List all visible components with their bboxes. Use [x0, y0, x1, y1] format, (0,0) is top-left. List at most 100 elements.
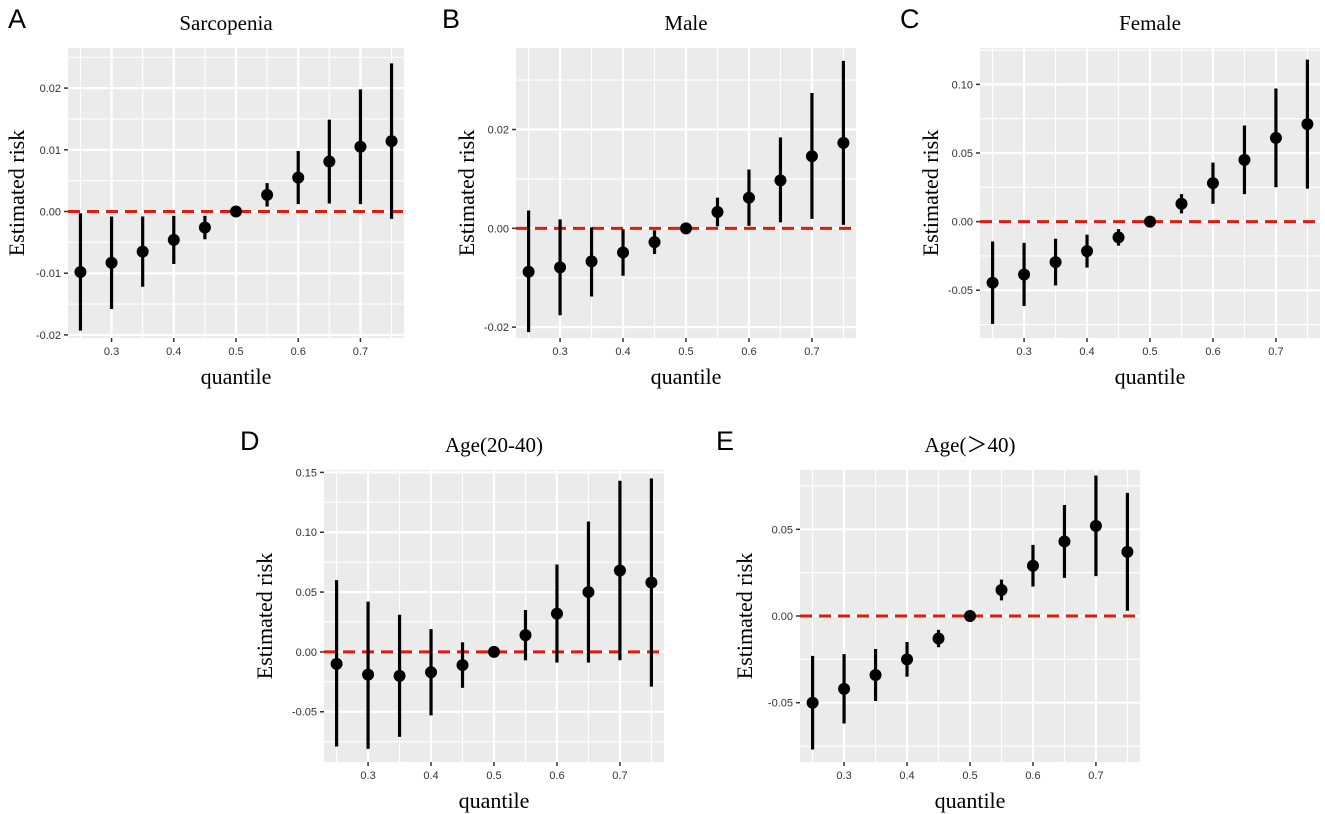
y-axis-label: Estimated risk — [918, 130, 943, 256]
y-tick-label: 0.00 — [296, 647, 317, 659]
point-estimate — [1081, 245, 1094, 258]
x-axis-label: quantile — [651, 364, 722, 389]
point-estimate — [425, 666, 438, 679]
point-estimate — [964, 610, 976, 622]
point-estimate — [1049, 256, 1062, 269]
point-estimate — [742, 191, 755, 204]
panel-letter: D — [240, 426, 260, 456]
y-tick-label: 0.00 — [772, 611, 793, 623]
point-estimate — [519, 629, 532, 642]
point-estimate — [806, 696, 819, 709]
point-estimate — [488, 645, 500, 658]
point-estimate — [261, 188, 274, 201]
point-estimate — [554, 261, 567, 274]
x-tick-label: 0.6 — [1205, 346, 1220, 358]
point-estimate — [198, 221, 211, 234]
point-estimate — [995, 583, 1008, 596]
point-estimate — [230, 205, 242, 218]
x-tick-label: 0.4 — [1079, 346, 1094, 358]
panel-b: 0.3 0.4 0.5 0.6 0.7 -0.02 0.00 0.02 B Male quantil… — [442, 4, 856, 389]
point-estimate — [456, 659, 469, 672]
panel-title: Sarcopenia — [179, 11, 273, 35]
point-estimate — [645, 576, 658, 589]
y-tick-label: 0.00 — [952, 217, 973, 229]
x-tick-label: 0.5 — [486, 770, 501, 782]
x-tick-label: 0.4 — [423, 770, 438, 782]
point-estimate — [1269, 131, 1282, 144]
y-tick-label: -0.05 — [768, 698, 793, 710]
y-tick-label: -0.05 — [948, 285, 973, 297]
x-tick-label: 0.5 — [678, 346, 693, 358]
y-tick-label: 0.10 — [296, 527, 317, 539]
panel-title: Female — [1119, 11, 1181, 35]
panel-title: Age(20-40) — [445, 433, 543, 457]
panel-c: 0.3 0.4 0.5 0.6 0.7 -0.05 0.00 0.05 0.10 C Female q… — [900, 4, 1320, 389]
y-axis-label: Estimated risk — [732, 553, 757, 679]
point-estimate — [1144, 215, 1156, 228]
point-estimate — [1089, 519, 1102, 532]
point-estimate — [330, 657, 343, 670]
x-tick-label: 0.6 — [549, 770, 564, 782]
panel-letter: A — [8, 4, 26, 34]
x-tick-label: 0.3 — [836, 770, 851, 782]
point-estimate — [869, 668, 882, 681]
panel-title: Age(＞40) — [925, 433, 1016, 457]
point-estimate — [613, 564, 626, 577]
panel-letter: C — [900, 4, 920, 34]
panel-letter: E — [716, 426, 734, 456]
point-estimate — [105, 256, 118, 269]
x-tick-label: 0.3 — [552, 346, 567, 358]
x-tick-label: 0.4 — [899, 770, 914, 782]
panel-letter: B — [442, 4, 460, 34]
x-tick-label: 0.3 — [104, 346, 119, 358]
point-estimate — [74, 265, 87, 278]
y-tick-label: 0.05 — [952, 148, 973, 160]
x-axis-label: quantile — [1115, 364, 1186, 389]
x-tick-label: 0.7 — [353, 346, 368, 358]
point-estimate — [1112, 231, 1125, 244]
x-tick-label: 0.7 — [1268, 346, 1283, 358]
point-estimate — [617, 246, 630, 259]
point-estimate — [136, 245, 149, 258]
x-tick-label: 0.6 — [291, 346, 306, 358]
point-estimate — [522, 265, 535, 278]
point-estimate — [1018, 268, 1031, 281]
y-axis-label: Estimated risk — [454, 130, 479, 256]
x-tick-label: 0.3 — [360, 770, 375, 782]
panel-d: 0.3 0.4 0.5 0.6 0.7 -0.05 0.00 0.05 0.10 0.15 D Age… — [240, 426, 664, 813]
x-axis-label: quantile — [935, 788, 1006, 813]
point-estimate — [385, 135, 398, 148]
y-tick-label: 0.10 — [952, 79, 973, 91]
point-estimate — [1058, 535, 1071, 548]
point-estimate — [805, 150, 818, 163]
point-estimate — [711, 206, 724, 219]
x-tick-label: 0.7 — [612, 770, 627, 782]
point-estimate — [1206, 177, 1219, 190]
x-tick-label: 0.7 — [1088, 770, 1103, 782]
x-tick-label: 0.5 — [1142, 346, 1157, 358]
x-tick-label: 0.7 — [804, 346, 819, 358]
point-estimate — [648, 236, 661, 249]
y-tick-label: -0.01 — [36, 268, 61, 280]
point-estimate — [1121, 545, 1134, 558]
point-estimate — [932, 632, 945, 645]
y-tick-label: -0.05 — [292, 707, 317, 719]
point-estimate — [837, 136, 850, 149]
x-tick-label: 0.5 — [228, 346, 243, 358]
point-estimate — [774, 174, 787, 187]
panel-a: 0.3 0.4 0.5 0.6 0.7 -0.02 -0.01 0.00 0.01 0.02 A Sa… — [4, 4, 404, 389]
y-tick-label: 0.02 — [488, 125, 509, 137]
point-estimate — [362, 668, 375, 681]
point-estimate — [585, 255, 598, 268]
point-estimate — [1238, 153, 1251, 166]
panel-e: 0.3 0.4 0.5 0.6 0.7 -0.05 0.00 0.05 E Age(＞40) qua… — [716, 426, 1140, 813]
point-estimate — [838, 682, 851, 695]
point-estimate — [550, 607, 563, 620]
y-tick-label: 0.00 — [488, 223, 509, 235]
point-estimate — [167, 233, 180, 246]
y-tick-label: -0.02 — [36, 330, 61, 342]
x-axis-label: quantile — [201, 364, 272, 389]
point-estimate — [323, 155, 336, 168]
x-tick-label: 0.4 — [615, 346, 630, 358]
point-estimate — [292, 171, 305, 184]
